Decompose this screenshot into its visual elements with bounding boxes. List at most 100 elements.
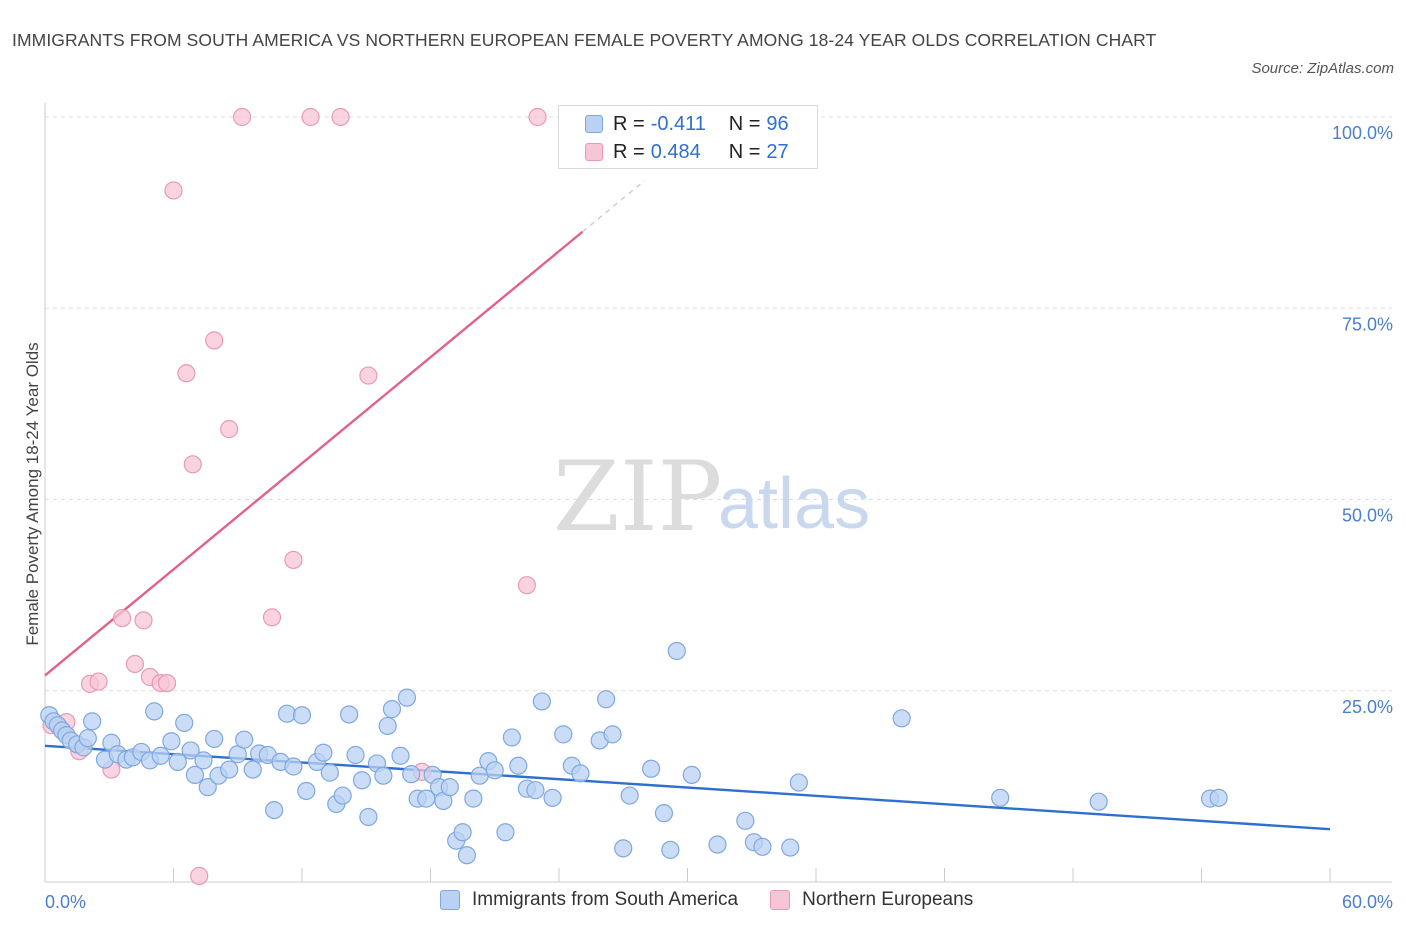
y-tick-label: 100.0% (1332, 123, 1393, 143)
chart-source: Source: ZipAtlas.com (1251, 60, 1394, 77)
trend-line-extension (582, 179, 646, 233)
point-south-america (340, 705, 359, 724)
point-south-america (440, 778, 459, 797)
bottom-legend-label: Northern Europeans (802, 889, 974, 910)
tick-labels: 100.0% 75.0% 50.0% 25.0% 0.0% 60.0% (45, 123, 1393, 912)
point-northern-europeans (89, 672, 108, 691)
y-axis-label: Female Poverty Among 18-24 Year Olds (23, 342, 42, 645)
point-south-america (614, 839, 633, 858)
x-tick-label: 60.0% (1342, 892, 1393, 912)
y-tick-label: 50.0% (1342, 506, 1393, 526)
point-south-america (220, 760, 239, 779)
point-south-america (194, 751, 213, 770)
point-northern-europeans (183, 455, 202, 474)
point-south-america (1209, 788, 1228, 807)
point-south-america (297, 781, 316, 801)
bottom-legend-label: Immigrants from South America (472, 889, 739, 910)
point-south-america (789, 773, 808, 792)
point-south-america (175, 713, 194, 732)
gridlines (45, 116, 1392, 692)
point-south-america (464, 789, 483, 808)
point-south-america (682, 765, 701, 785)
point-south-america (243, 760, 262, 779)
point-south-america (736, 811, 755, 830)
point-south-america (292, 706, 312, 725)
point-south-america (781, 838, 800, 857)
point-south-america (603, 725, 622, 744)
point-south-america (145, 702, 164, 721)
point-south-america (708, 835, 727, 854)
point-south-america (185, 765, 205, 785)
point-northern-europeans (331, 107, 350, 127)
point-northern-europeans (359, 366, 378, 385)
bottom-legend-swatch-pink (770, 890, 791, 910)
point-south-america (502, 728, 521, 747)
point-south-america (402, 765, 421, 784)
point-northern-europeans (262, 608, 282, 627)
point-south-america (661, 840, 680, 859)
legend-r-value: 0.484 (650, 140, 701, 163)
point-south-america (265, 800, 284, 820)
point-south-america (346, 745, 365, 765)
watermark: ZIP atlas (553, 441, 870, 553)
point-northern-europeans (205, 331, 224, 350)
point-south-america (654, 804, 674, 823)
point-south-america (457, 846, 477, 865)
point-south-america (543, 788, 562, 807)
point-south-america (382, 700, 402, 719)
point-south-america (485, 761, 504, 780)
legend-r-label: R = (613, 140, 645, 163)
point-south-america (397, 688, 417, 707)
point-south-america (277, 704, 297, 723)
legend-n-label: N = (728, 112, 761, 135)
point-northern-europeans (232, 107, 252, 127)
point-northern-europeans (112, 608, 132, 628)
point-northern-europeans (134, 611, 153, 630)
legend-row-northern-europeans: R = 0.484 N = 27 (585, 138, 789, 166)
point-northern-europeans (157, 673, 177, 693)
y-tick-label: 25.0% (1342, 697, 1393, 717)
legend-n-label: N = (728, 140, 761, 163)
chart-title: IMMIGRANTS FROM SOUTH AMERICA VS NORTHER… (12, 30, 1157, 50)
legend: R = -0.411 N = 96 R = 0.484 N = 27 (558, 105, 818, 169)
point-south-america (571, 764, 590, 783)
point-northern-europeans (190, 866, 209, 885)
legend-swatch-blue (585, 115, 603, 133)
bottom-legend-swatch-blue (440, 890, 460, 910)
point-south-america (168, 752, 187, 771)
point-south-america (83, 712, 102, 731)
legend-n-value: 96 (766, 112, 789, 135)
point-northern-europeans (164, 181, 183, 200)
point-south-america (181, 741, 200, 760)
point-south-america (620, 786, 639, 805)
bottom-legend-item-south-america: Immigrants from South America (440, 889, 738, 911)
point-south-america (162, 732, 181, 751)
data-points (40, 107, 1228, 885)
point-south-america (198, 778, 217, 797)
legend-n-value: 27 (766, 140, 789, 163)
legend-row-south-america: R = -0.411 N = 96 (585, 110, 789, 138)
legend-r-label: R = (613, 112, 645, 135)
point-south-america (496, 823, 515, 842)
point-south-america (991, 788, 1010, 807)
bottom-legend: Immigrants from South America Northern E… (440, 889, 1005, 911)
point-south-america (205, 729, 224, 749)
point-south-america (526, 781, 545, 800)
point-south-america (78, 729, 97, 748)
legend-swatch-pink (585, 143, 603, 161)
point-south-america (453, 823, 472, 842)
point-northern-europeans (517, 576, 536, 595)
point-south-america (1089, 792, 1108, 811)
point-south-america (641, 759, 661, 778)
watermark-atlas: atlas (718, 464, 870, 544)
watermark-zip: ZIP (553, 441, 722, 553)
point-northern-europeans (177, 364, 196, 383)
point-south-america (235, 730, 254, 749)
trend-line-northern-europeans (44, 230, 584, 677)
point-south-america (378, 716, 397, 736)
point-south-america (151, 746, 170, 765)
point-south-america (320, 763, 339, 782)
point-south-america (532, 692, 551, 711)
y-tick-label: 75.0% (1342, 314, 1393, 334)
point-south-america (284, 757, 303, 776)
